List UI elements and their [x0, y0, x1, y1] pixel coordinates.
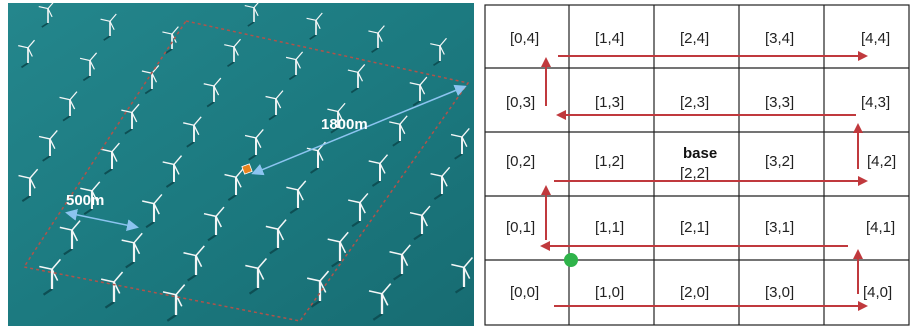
wind-turbine-icon: [389, 244, 411, 281]
grid-lines: [484, 4, 910, 326]
wind-turbine-icon: [244, 3, 259, 27]
cell-2-3: [2,3]: [680, 94, 709, 111]
cell-0-0: [0,0]: [510, 284, 539, 301]
base-marker: [241, 163, 253, 175]
base-label: base: [683, 145, 717, 162]
wind-turbine-icon: [121, 232, 143, 269]
wind-turbine-icon: [203, 77, 222, 108]
wind-turbine-icon: [121, 103, 140, 135]
wind-turbine-icon: [265, 219, 287, 255]
wind-turbine-icon: [368, 25, 385, 53]
cell-4-1: [4,1]: [866, 219, 895, 236]
cell-3-1: [3,1]: [765, 219, 794, 236]
cell-0-4: [0,4]: [510, 30, 539, 47]
wind-turbine-icon: [203, 206, 225, 242]
grid-frame: [484, 4, 910, 326]
wind-turbine-icon: [327, 231, 349, 268]
wind-turbine-icon: [224, 38, 241, 68]
farm-boundary: [22, 20, 470, 322]
cell-1-0: [1,0]: [595, 284, 624, 301]
wind-turbine-icon: [39, 258, 62, 296]
cell-0-3: [0,3]: [506, 94, 535, 111]
wind-turbine-icon: [409, 205, 431, 241]
wind-turbine-icon: [285, 51, 304, 81]
cell-3-3: [3,3]: [765, 94, 794, 111]
wind-turbine-icon: [348, 192, 369, 228]
wind-turbine-icon: [18, 39, 35, 69]
wind-turbine-icon: [245, 257, 268, 295]
wind-turbine-icon: [306, 270, 330, 308]
cell-labels: [0,4] [1,4] [2,4] [3,4] [4,4] [0,3] [1,3…: [506, 30, 896, 301]
wind-turbine-icon: [451, 256, 474, 294]
cell-3-4: [3,4]: [765, 30, 794, 47]
wind-turbine-icon: [224, 167, 245, 201]
wind-turbine-icon: [18, 168, 39, 202]
cell-1-1: [1,1]: [595, 219, 624, 236]
wind-turbine-icon: [100, 142, 120, 175]
wind-turbine-icon: [286, 180, 307, 215]
distance-label-500m: 500m: [66, 192, 104, 209]
cell-2-2: [2,2]: [680, 165, 709, 182]
cell-4-4: [4,4]: [861, 30, 890, 47]
distance-label-1800m: 1800m: [321, 116, 368, 133]
cell-1-3: [1,3]: [595, 94, 624, 111]
traversal-path: [540, 51, 868, 311]
wind-turbine-icon: [79, 52, 98, 82]
wind-farm-photo: 1800m 500m: [8, 3, 474, 326]
measure-line-500m: [65, 208, 139, 232]
wind-turbine-icon: [183, 245, 205, 282]
cell-1-2: [1,2]: [595, 153, 624, 170]
wind-turbine-icon: [368, 283, 392, 321]
cell-4-2: [4,2]: [867, 153, 896, 170]
cell-2-4: [2,4]: [680, 30, 709, 47]
wind-turbine-icon: [162, 284, 186, 322]
wind-turbine-icon: [306, 12, 323, 40]
cell-3-2: [3,2]: [765, 153, 794, 170]
cell-2-0: [2,0]: [680, 284, 709, 301]
cell-0-1: [0,1]: [506, 219, 535, 236]
wind-turbine-icon: [162, 155, 183, 188]
wind-turbine-icon: [59, 91, 78, 122]
cell-3-0: [3,0]: [765, 284, 794, 301]
wind-turbine-icon: [38, 129, 58, 162]
cell-1-4: [1,4]: [595, 30, 624, 47]
cell-4-3: [4,3]: [861, 94, 890, 111]
wind-turbine-icon: [38, 3, 54, 28]
wind-turbine-icon: [430, 37, 447, 67]
grid-diagram: [0,4] [1,4] [2,4] [3,4] [4,4] [0,3] [1,3…: [484, 4, 910, 326]
wind-turbine-icon: [142, 193, 163, 229]
wind-turbine-icon: [100, 13, 117, 41]
cell-0-2: [0,2]: [506, 153, 535, 170]
wind-turbine-icon: [141, 65, 160, 95]
measure-line-1800m: [251, 84, 467, 176]
wind-turbine-icon: [183, 116, 202, 148]
start-point-marker: [564, 253, 578, 267]
cell-4-0: [4,0]: [863, 284, 892, 301]
cell-2-1: [2,1]: [680, 219, 709, 236]
